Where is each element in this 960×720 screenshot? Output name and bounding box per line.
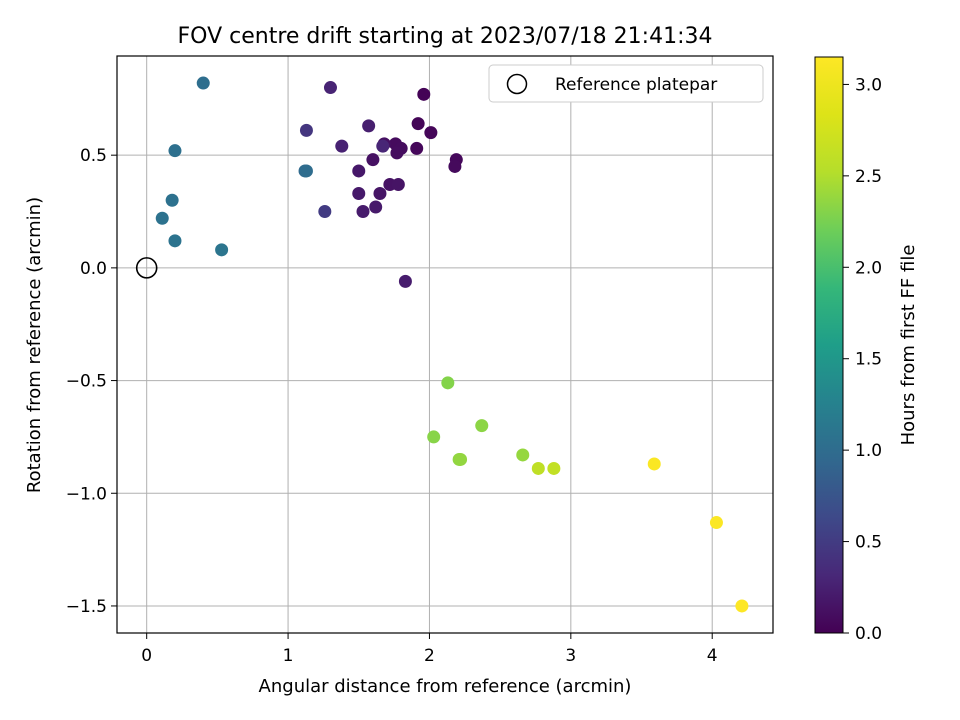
colorbar-gradient (814, 56, 844, 634)
data-point (299, 123, 313, 137)
colorbar-tick-label: 0.0 (855, 624, 882, 644)
legend-box (488, 64, 764, 103)
data-point (454, 452, 468, 466)
data-point (196, 76, 210, 90)
data-point (373, 186, 387, 200)
data-point (366, 153, 380, 167)
reference-marker-layer (135, 257, 158, 279)
y-axis-label: Rotation from reference (arcmin) (24, 197, 45, 493)
data-point (709, 516, 723, 530)
data-point (168, 144, 182, 158)
data-point (362, 119, 376, 133)
data-point (155, 211, 169, 225)
data-point (323, 81, 337, 95)
reference-platepar-marker (135, 257, 158, 279)
legend-marker-open-circle (506, 73, 528, 95)
x-tick-label: 2 (424, 646, 435, 666)
x-tick-label: 3 (565, 646, 576, 666)
colorbar-tick-label: 1.0 (855, 441, 882, 461)
plot-frame (116, 55, 774, 634)
grid-lines (117, 56, 773, 633)
colorbar-tick-label: 0.5 (855, 533, 882, 553)
data-point (318, 205, 332, 219)
data-point (647, 457, 661, 471)
data-point (547, 461, 561, 475)
y-axis-ticks: −1.5 −1.0 −0.5 0.0 0.5 (66, 146, 117, 617)
data-point (165, 193, 179, 207)
legend-label: Reference platepar (555, 75, 717, 95)
x-tick-label: 1 (283, 646, 294, 666)
data-point (411, 117, 425, 131)
data-point (424, 126, 438, 140)
colorbar-label: Hours from first FF file (898, 245, 919, 446)
colorbar-tick-label: 3.0 (855, 75, 882, 95)
data-point (427, 430, 441, 444)
y-tick-label: −1.0 (66, 484, 107, 504)
data-point (299, 164, 313, 178)
data-point (398, 274, 412, 288)
data-point (335, 139, 349, 153)
data-point (410, 141, 424, 155)
data-points (155, 76, 749, 613)
legend: Reference platepar (488, 64, 764, 103)
y-tick-label: 0.5 (80, 146, 107, 166)
data-point (531, 461, 545, 475)
x-axis-label: Angular distance from reference (arcmin) (259, 676, 632, 697)
x-tick-label: 4 (707, 646, 718, 666)
data-point (441, 376, 455, 390)
colorbar-tick-label: 1.5 (855, 350, 882, 370)
data-point (356, 205, 370, 219)
colorbar-ticks: 0.0 0.5 1.0 1.5 2.0 2.5 3.0 (843, 75, 882, 644)
data-point (352, 164, 366, 178)
data-point (391, 177, 405, 191)
data-point (417, 87, 431, 101)
data-point (390, 146, 404, 160)
y-tick-label: −0.5 (66, 372, 107, 392)
data-point (516, 448, 530, 462)
y-tick-label: 0.0 (80, 259, 107, 279)
chart-title: FOV centre drift starting at 2023/07/18 … (178, 24, 713, 49)
colorbar: 0.0 0.5 1.0 1.5 2.0 2.5 3.0 Hours from first F… (814, 56, 919, 644)
colorbar-tick-label: 2.5 (855, 167, 882, 187)
data-point (168, 234, 182, 248)
data-point (352, 186, 366, 200)
x-tick-label: 0 (141, 646, 152, 666)
x-axis-ticks: 0 1 2 3 4 (141, 633, 718, 666)
data-point (735, 599, 749, 613)
y-tick-label: −1.5 (66, 597, 107, 617)
data-point (475, 419, 489, 433)
data-point (215, 243, 229, 257)
data-point (369, 200, 383, 214)
data-point (448, 159, 462, 173)
data-point (376, 139, 390, 153)
colorbar-tick-label: 2.0 (855, 258, 882, 278)
